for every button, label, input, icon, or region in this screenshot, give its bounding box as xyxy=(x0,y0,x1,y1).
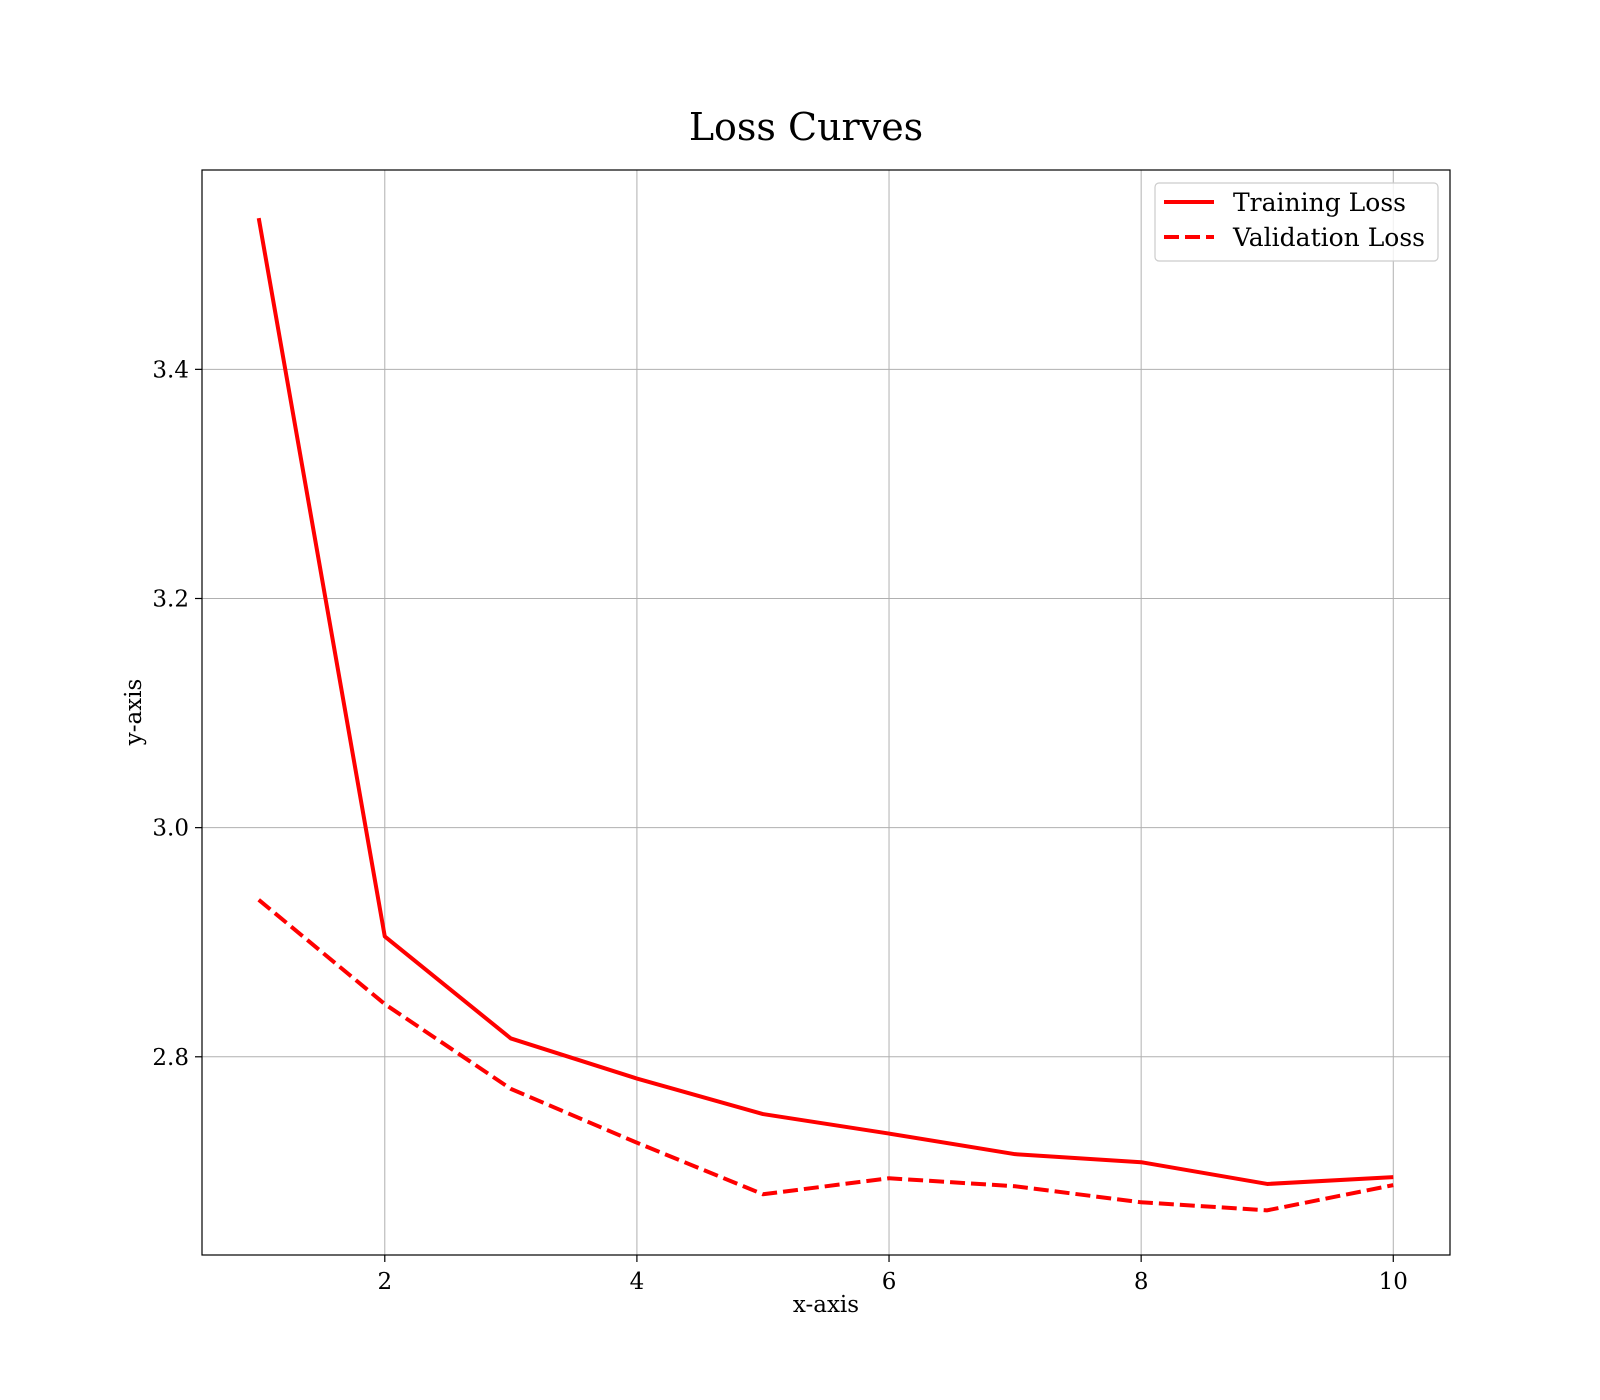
axis-ticks: 2 4 6 8 10 2.8 3.0 3.2 3.4 xyxy=(152,357,1407,1295)
series-line-training-loss xyxy=(256,217,1394,1186)
series-layer xyxy=(256,217,1394,1213)
series-line-validation-loss xyxy=(257,898,1394,1213)
x-tick-label: 6 xyxy=(882,1269,897,1295)
y-tick-label: 2.8 xyxy=(152,1045,189,1071)
x-tick-label: 10 xyxy=(1379,1269,1408,1295)
x-tick-label: 4 xyxy=(630,1269,645,1295)
x-axis-label: x-axis xyxy=(793,1292,859,1318)
grid-lines xyxy=(202,170,1450,1255)
y-tick-label: 3.4 xyxy=(152,357,189,383)
legend-label-training-loss: Training Loss xyxy=(1233,188,1406,217)
legend-label-validation-loss: Validation Loss xyxy=(1232,223,1425,252)
legend-box xyxy=(1154,182,1439,262)
x-tick-label: 2 xyxy=(377,1269,392,1295)
y-axis-label: y-axis xyxy=(121,679,147,747)
chart-title: Loss Curves xyxy=(689,105,923,149)
y-tick-label: 3.0 xyxy=(152,816,189,842)
plot-frame xyxy=(201,169,1451,1256)
legend: Training Loss Validation Loss xyxy=(1154,182,1439,262)
x-tick-label: 8 xyxy=(1134,1269,1149,1295)
y-tick-label: 3.2 xyxy=(152,587,189,613)
